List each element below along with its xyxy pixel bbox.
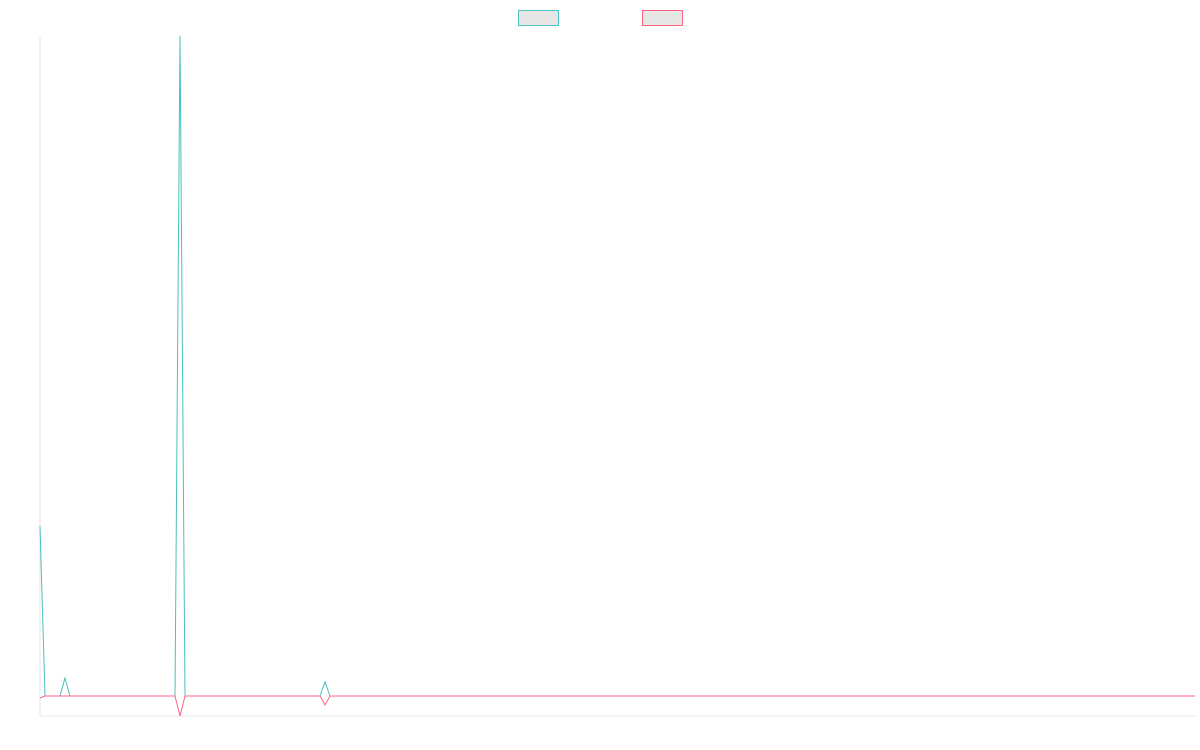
series-line [39, 695, 1195, 717]
legend-swatch[interactable] [642, 10, 683, 26]
series-line [39, 35, 1195, 697]
legend-swatch[interactable] [518, 10, 559, 26]
